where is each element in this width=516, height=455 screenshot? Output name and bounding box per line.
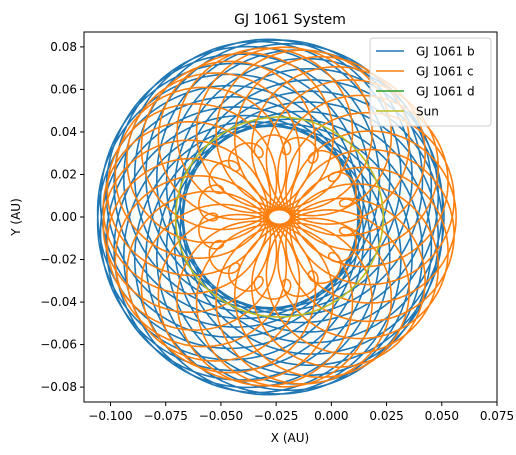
- x-tick-label: 0.050: [425, 409, 459, 423]
- y-tick-label: 0.04: [50, 125, 77, 139]
- series-line-gj-1061-b: [96, 38, 445, 396]
- legend-box: [369, 37, 492, 127]
- y-tick-label: −0.06: [40, 338, 77, 352]
- series-line-gj-1061-c-inner: [198, 134, 363, 300]
- x-axis-label: X (AU): [271, 431, 309, 445]
- chart-title: GJ 1061 System: [234, 12, 346, 28]
- series-line-gj-1061-c: [102, 46, 457, 388]
- y-tick-label: −0.08: [40, 380, 77, 394]
- x-tick-label: 0.075: [480, 409, 514, 423]
- series-line-sun: [174, 116, 385, 318]
- x-tick-label: 0.025: [369, 409, 403, 423]
- legend-label: GJ 1061 d: [416, 85, 475, 99]
- x-tick-label: −0.100: [88, 409, 132, 423]
- y-axis-label: Y (AU): [9, 198, 23, 237]
- legend-label: GJ 1061 b: [416, 45, 475, 59]
- y-tick-label: 0.00: [50, 210, 77, 224]
- x-tick-label: −0.075: [144, 409, 188, 423]
- chart-legend: GJ 1061 b GJ 1061 c GJ 1061 d Sun: [369, 37, 492, 127]
- y-axis-ticks: −0.08 −0.06 −0.04 −0.02 0.00 0.02 0.04 0.06 0.08: [40, 40, 84, 394]
- y-tick-label: −0.04: [40, 295, 77, 309]
- legend-label: Sun: [416, 105, 439, 119]
- legend-label: GJ 1061 c: [416, 65, 474, 79]
- y-tick-label: −0.02: [40, 253, 77, 267]
- x-tick-label: −0.050: [199, 409, 243, 423]
- x-tick-label: 0.000: [314, 409, 348, 423]
- y-tick-label: 0.06: [50, 82, 77, 96]
- y-tick-label: 0.08: [50, 40, 77, 54]
- x-tick-label: −0.025: [254, 409, 298, 423]
- x-axis-ticks: −0.100 −0.075 −0.050 −0.025 0.000 0.025 0.050 0…: [88, 402, 514, 423]
- y-tick-label: 0.02: [50, 167, 77, 181]
- plot-data-layer: [96, 38, 457, 396]
